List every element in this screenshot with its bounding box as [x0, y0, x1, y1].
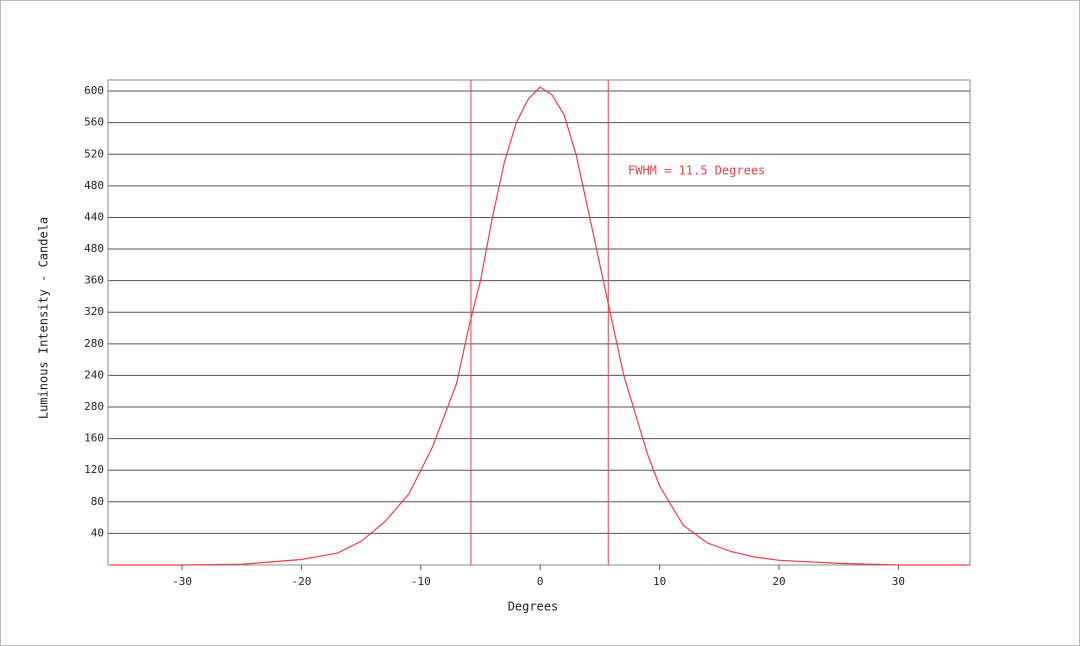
y-tick-label: 480 — [84, 179, 104, 192]
y-tick-label: 240 — [84, 368, 104, 381]
x-axis-label: Degrees — [508, 600, 559, 614]
y-tick-label: 600 — [84, 84, 104, 97]
y-tick-label: 360 — [84, 274, 104, 287]
y-tick-label: 160 — [84, 432, 104, 445]
x-tick-label: 10 — [653, 575, 666, 588]
y-tick-label: 80 — [91, 495, 104, 508]
x-tick-label: 30 — [892, 575, 905, 588]
intensity-line — [110, 86, 970, 566]
x-tick-label: -20 — [291, 575, 311, 588]
x-tick-label: 0 — [537, 575, 544, 588]
y-tick-label: 120 — [84, 463, 104, 476]
plot-border — [107, 79, 971, 566]
x-tick-label: -30 — [172, 575, 192, 588]
y-tick-label: 560 — [84, 116, 104, 129]
y-tick-label: 40 — [91, 526, 104, 539]
y-axis-label: Luminous Intensity - Candela — [37, 217, 51, 419]
y-tick-label: 520 — [84, 147, 104, 160]
annotation: FWHM = 11.5 Degrees — [628, 164, 765, 178]
y-tick-label: 440 — [84, 210, 104, 223]
y-tick-label: 320 — [84, 305, 104, 318]
y-tick-label: 480 — [84, 242, 104, 255]
y-tick-label: 280 — [84, 337, 104, 350]
x-tick-label: 20 — [772, 575, 785, 588]
y-tick-label: 280 — [84, 400, 104, 413]
x-tick-label: -10 — [411, 575, 431, 588]
